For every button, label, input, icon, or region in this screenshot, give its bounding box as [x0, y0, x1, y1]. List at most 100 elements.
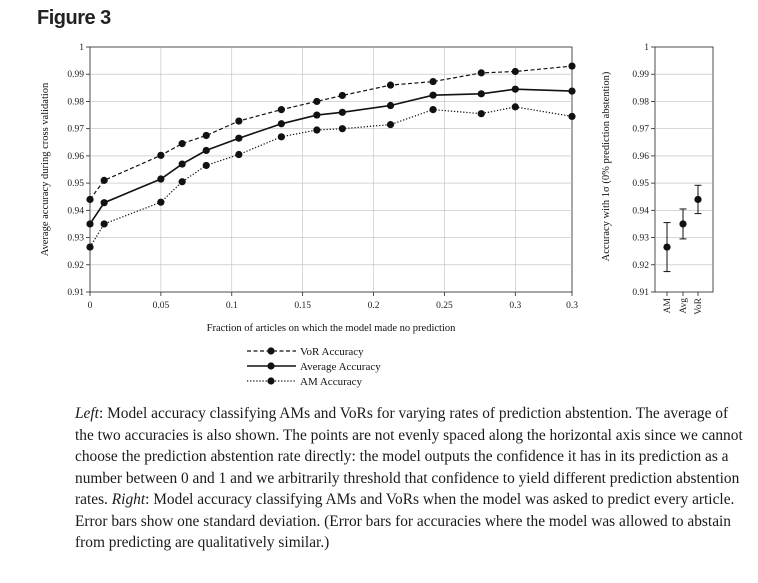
data-point: [100, 199, 108, 207]
x-tick-label: 0: [88, 301, 93, 311]
data-point: [178, 140, 186, 148]
data-point: [178, 160, 186, 168]
category-label: VoR: [694, 297, 704, 314]
data-point: [338, 108, 346, 116]
data-point: [202, 131, 210, 140]
data-point: [235, 134, 243, 142]
data-point: [511, 67, 519, 76]
y-tick-label: 0.92: [632, 261, 649, 271]
data-point: [86, 243, 94, 251]
y-tick-label: 1: [644, 43, 649, 53]
data-point: [100, 220, 108, 228]
x-axis-label: Fraction of articles on which the model …: [207, 323, 456, 334]
caption-right-text: : Model accuracy classifying AMs and VoR…: [75, 491, 735, 551]
x-tick-label: 0.2: [368, 301, 380, 311]
data-point: [338, 91, 346, 100]
data-point: [86, 195, 94, 204]
data-point: [663, 243, 671, 251]
data-point: [277, 106, 285, 114]
series-line: [89, 65, 573, 200]
data-point: [694, 195, 702, 204]
plot-frame: [654, 46, 714, 293]
data-point: [386, 81, 395, 89]
data-point: [157, 198, 165, 206]
y-tick-label: 0.93: [67, 234, 84, 244]
legend-label: Average Accuracy: [300, 361, 381, 373]
category-label: AM: [663, 297, 673, 313]
figure-svg: 0.91 0.92 0.93 0.94 0.95 0.96 0.97 0.98 0.99 1 0 0.…: [40, 43, 714, 388]
y-tick-label: 0.91: [67, 288, 84, 298]
y-tick-label: 0.95: [632, 179, 649, 189]
plot-frame: [89, 46, 573, 293]
caption-left-label: Left: [75, 405, 99, 422]
legend-label: AM Accuracy: [300, 376, 363, 388]
data-point: [429, 91, 437, 99]
data-point: [679, 220, 687, 228]
data-point: [429, 77, 437, 86]
data-point: [313, 126, 321, 134]
category-label: Avg: [679, 298, 689, 314]
y-tick-label: 0.98: [67, 97, 84, 107]
data-point: [477, 110, 485, 118]
data-point: [568, 87, 576, 95]
data-point: [568, 112, 576, 121]
y-tick-label: 0.99: [632, 70, 649, 80]
x-tick-label: 0.1: [226, 301, 238, 311]
y-tick-label: 0.95: [67, 179, 84, 189]
y-tick-label: 1: [79, 43, 84, 53]
data-point: [568, 62, 576, 70]
x-tick-label: 0.3: [566, 301, 578, 311]
data-point: [429, 106, 437, 114]
y-tick-label: 0.93: [632, 234, 649, 244]
error-bar-chart: 0.91 0.92 0.93 0.94 0.95 0.96 0.97 0.98 0.99 1 Acc…: [601, 43, 714, 315]
data-point: [477, 90, 485, 98]
data-point: [157, 175, 165, 183]
legend-marker: [267, 362, 275, 370]
figure-title: Figure 3: [37, 7, 111, 29]
data-point: [511, 103, 519, 111]
caption-left-text: : Model accuracy classifying AMs and VoR…: [75, 405, 743, 508]
data-point: [178, 178, 186, 186]
data-point: [86, 220, 94, 228]
x-tick-label: 0.3: [509, 301, 521, 311]
data-point: [386, 120, 395, 129]
y-tick-label: 0.94: [632, 206, 649, 216]
y-tick-label: 0.91: [632, 288, 649, 298]
y-tick-label: 0.96: [632, 152, 649, 162]
series-line: [89, 106, 573, 248]
x-tick-label: 0.25: [436, 301, 453, 311]
legend-marker: [267, 377, 275, 385]
y-tick-label: 0.99: [67, 70, 84, 80]
legend: VoR Accuracy Average Accuracy AM Accuracy: [247, 346, 381, 388]
data-point: [313, 111, 321, 119]
legend-label: VoR Accuracy: [300, 346, 364, 358]
data-point: [277, 133, 285, 141]
data-point: [386, 101, 395, 110]
data-point: [235, 150, 243, 159]
y-axis-label: Accuracy with 1σ (0% prediction abstenti…: [601, 71, 612, 261]
legend-marker: [267, 347, 275, 355]
y-axis-label: Average accuracy during cross validation: [40, 82, 51, 256]
data-point: [511, 85, 519, 93]
data-point: [202, 161, 210, 170]
caption-right-label: Right: [111, 491, 146, 508]
data-point: [277, 120, 285, 128]
y-tick-label: 0.96: [67, 152, 84, 162]
y-tick-label: 0.97: [632, 125, 649, 135]
data-point: [313, 97, 321, 106]
main-line-chart: 0.91 0.92 0.93 0.94 0.95 0.96 0.97 0.98 0.99 1 0 0.…: [40, 43, 578, 334]
data-point: [157, 151, 165, 159]
series-line: [89, 88, 573, 225]
figure-caption: Left: Model accuracy classifying AMs and…: [75, 403, 745, 554]
x-tick-label: 0.05: [153, 301, 170, 311]
data-point: [100, 176, 108, 184]
y-tick-label: 0.92: [67, 261, 84, 271]
y-tick-label: 0.97: [67, 125, 84, 135]
y-tick-label: 0.98: [632, 97, 649, 107]
x-tick-label: 0.15: [294, 301, 311, 311]
data-point: [235, 117, 243, 125]
y-tick-label: 0.94: [67, 206, 84, 216]
data-point: [477, 69, 485, 77]
data-point: [338, 125, 346, 133]
data-point: [202, 146, 210, 155]
